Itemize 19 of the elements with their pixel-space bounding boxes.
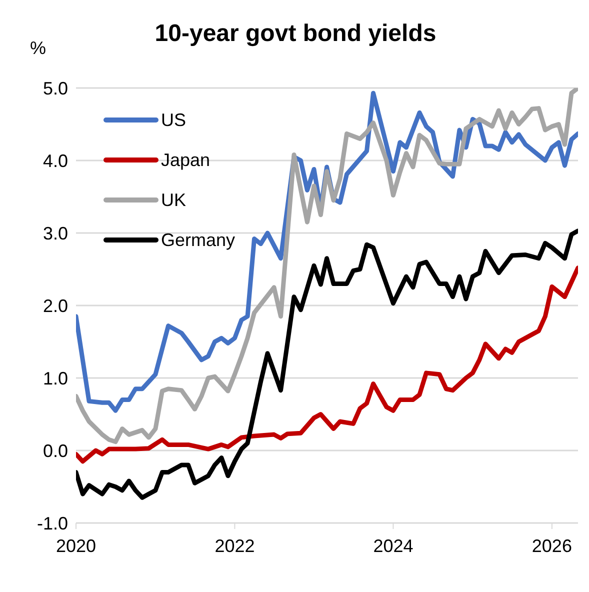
y-axis-title: %: [30, 38, 46, 59]
chart-title: 10-year govt bond yields: [154, 20, 436, 47]
y-tick-label: 4.0: [42, 150, 68, 171]
legend-label: Japan: [161, 150, 210, 170]
x-tick-label: 2022: [214, 536, 255, 556]
x-tick-label: 2024: [373, 536, 414, 556]
legend-label: UK: [161, 190, 186, 210]
line-series: [76, 266, 578, 464]
x-tick-label: 2026: [532, 536, 572, 556]
y-tick-label: -1.0: [36, 513, 68, 534]
y-tick-label: 2.0: [42, 296, 68, 316]
legend-label: US: [161, 110, 186, 130]
y-tick-label: 3.0: [42, 223, 68, 244]
y-tick-label: 1.0: [42, 368, 68, 388]
x-tick-label: 2020: [56, 536, 96, 556]
line-series: [76, 228, 578, 500]
legend-label: Germany: [161, 230, 236, 250]
y-tick-label: 5.0: [42, 78, 68, 98]
y-tick-label: 0.0: [42, 440, 68, 461]
